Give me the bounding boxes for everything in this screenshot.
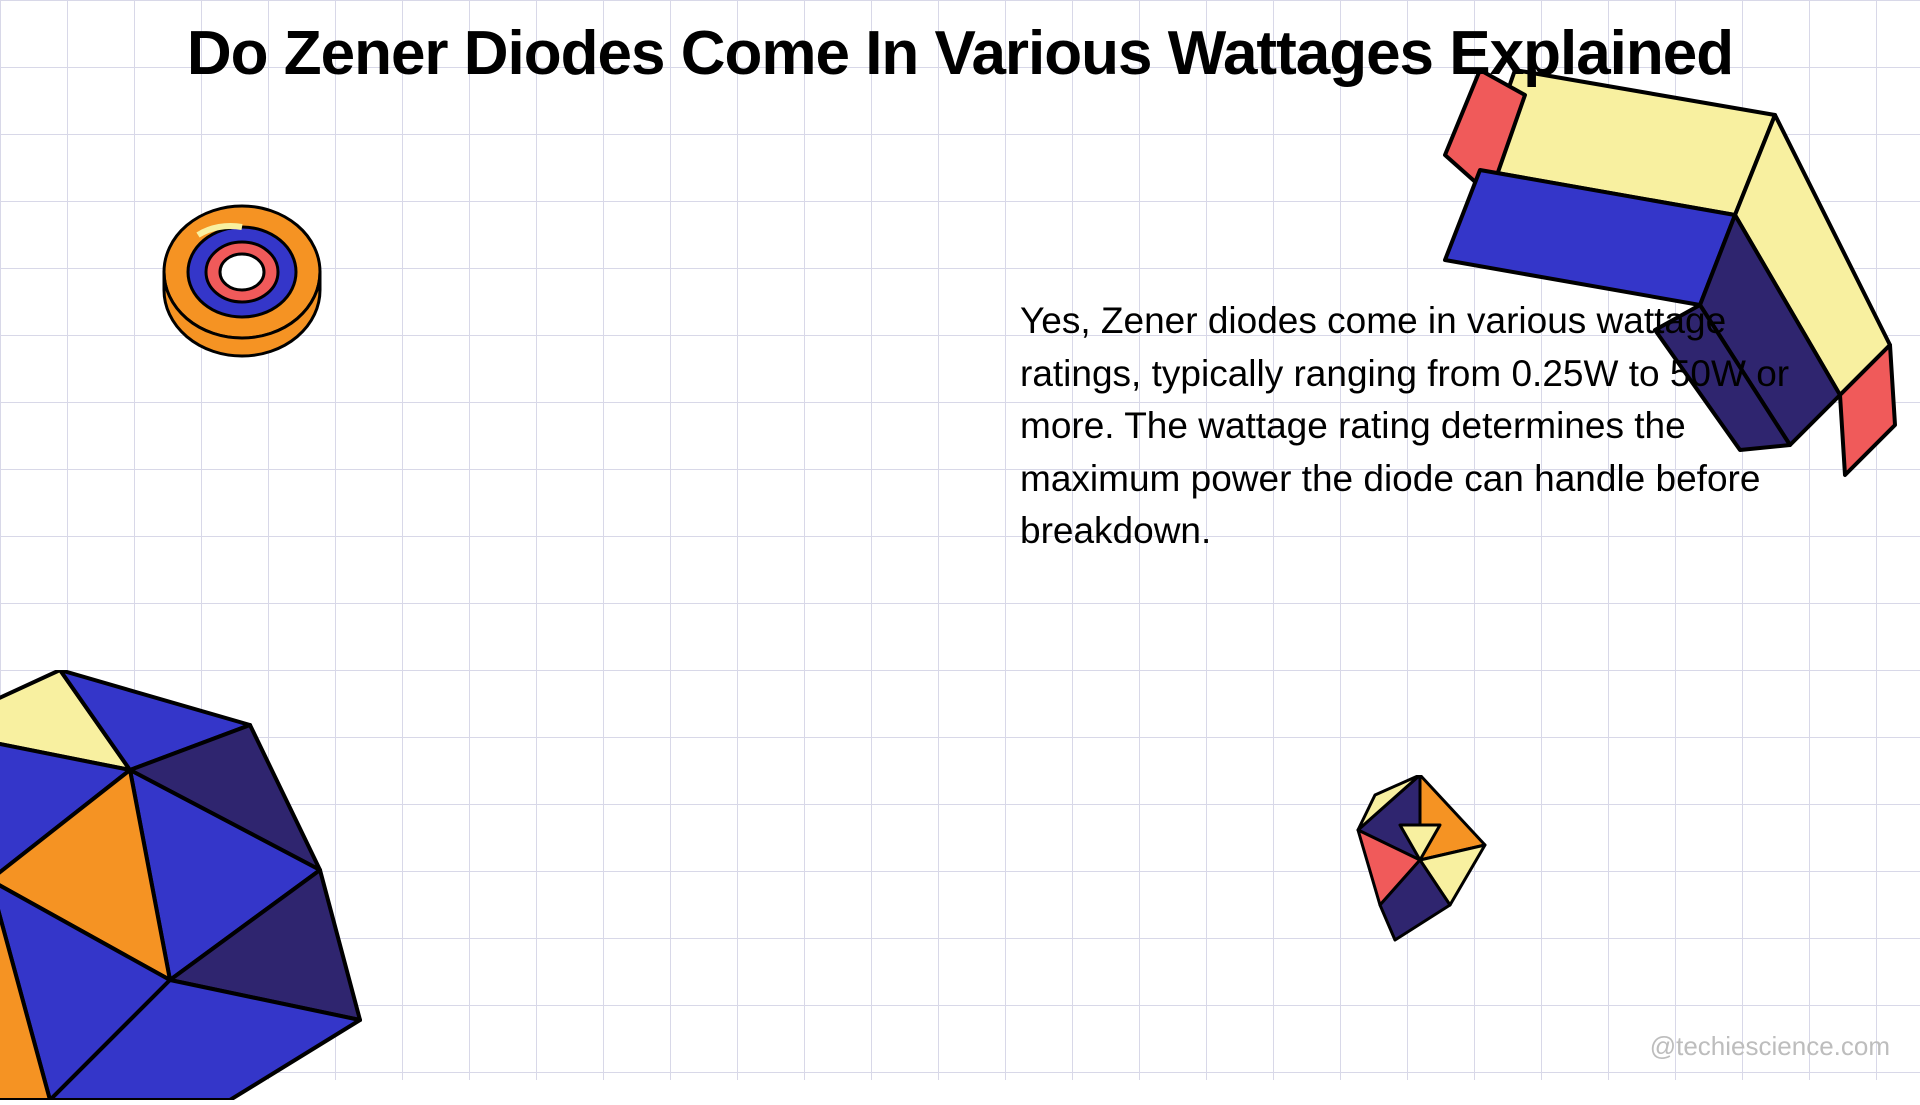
body-text: Yes, Zener diodes come in various wattag… — [1020, 295, 1830, 558]
watermark: @techiescience.com — [1650, 1031, 1890, 1062]
polyhedron-shape-icon — [0, 670, 450, 1100]
octahedron-shape-icon — [1340, 775, 1490, 945]
page-title: Do Zener Diodes Come In Various Wattages… — [0, 18, 1920, 89]
ring-shape-icon — [160, 180, 330, 380]
